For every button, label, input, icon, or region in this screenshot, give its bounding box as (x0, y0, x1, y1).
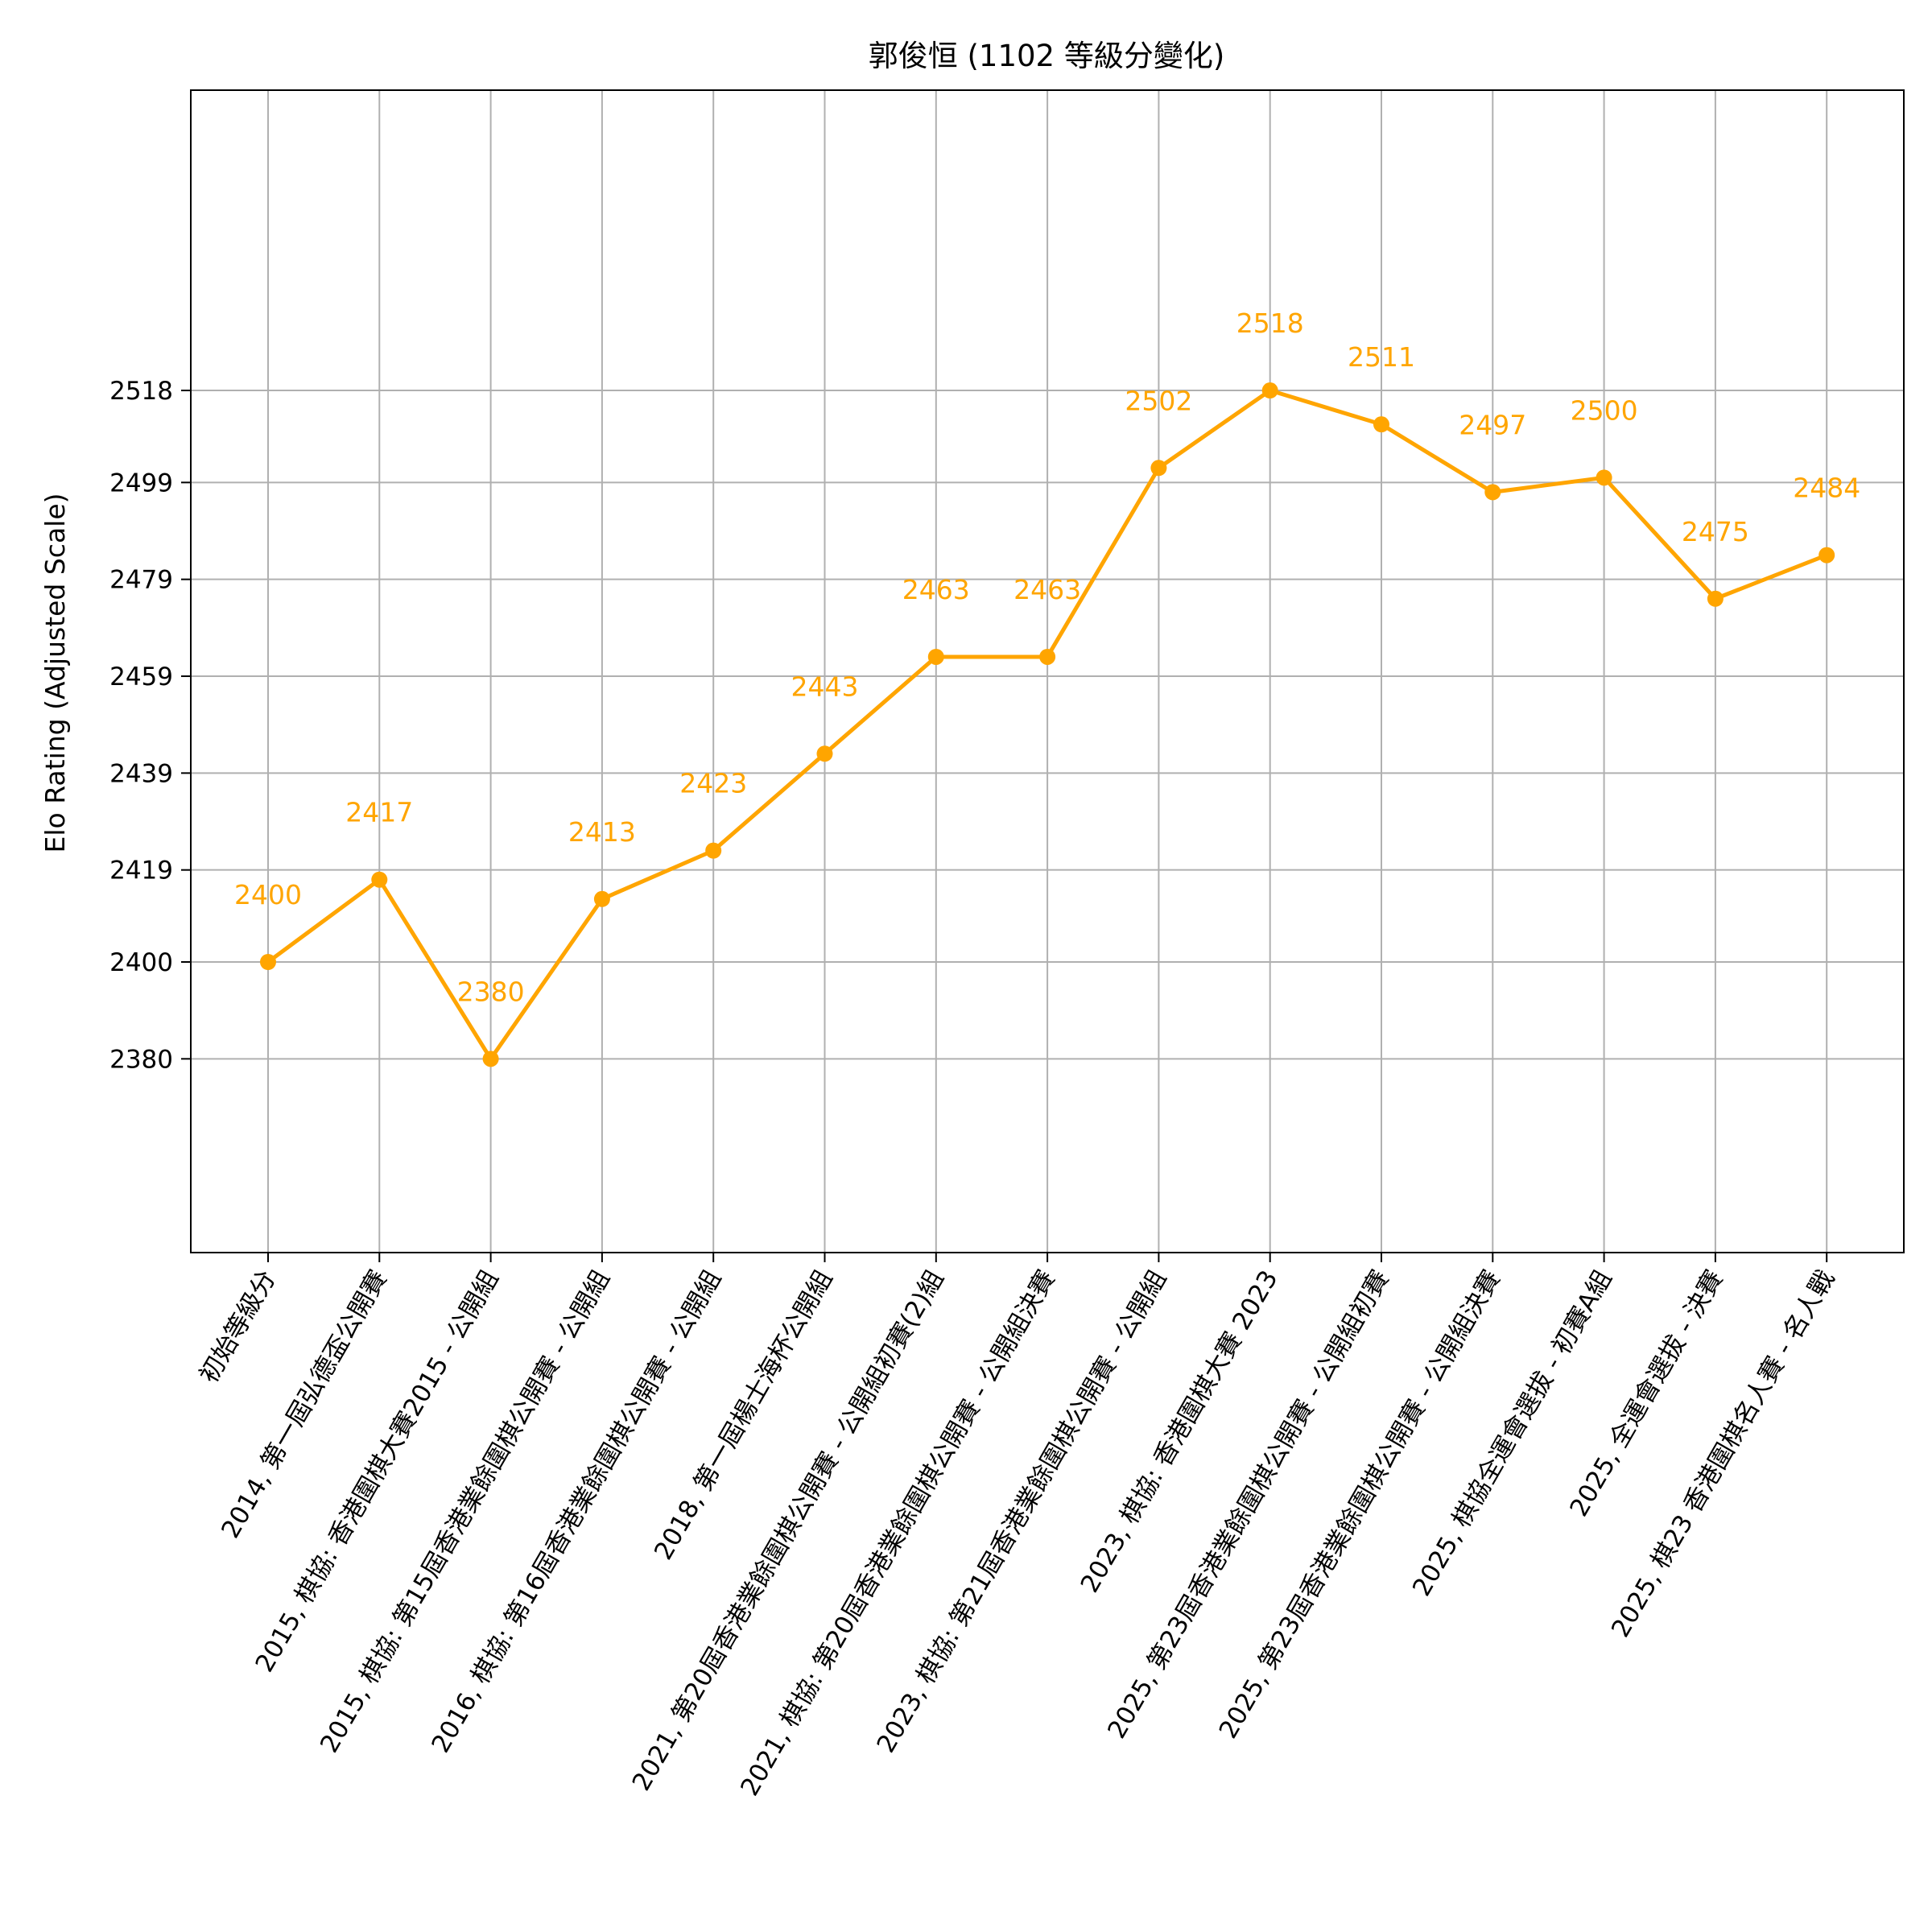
y-axis-ticks: 2380 2400 2419 2439 2459 2479 2499 2518 (109, 377, 191, 1074)
data-label: 2497 (1459, 409, 1526, 440)
data-point (816, 745, 833, 762)
data-label: 2518 (1236, 308, 1304, 339)
data-point (927, 648, 944, 665)
rating-series (260, 382, 1835, 1067)
y-tick-label: 2419 (109, 857, 173, 886)
y-tick-label: 2499 (109, 469, 173, 497)
data-label: 2400 (234, 879, 302, 910)
data-label: 2511 (1348, 341, 1415, 373)
data-point (1596, 469, 1612, 486)
data-label: 2443 (791, 671, 859, 702)
plot-frame (190, 89, 1905, 1253)
data-point (482, 1051, 499, 1067)
y-axis-label: Elo Rating (Adjusted Scale) (39, 493, 71, 852)
data-point (1818, 547, 1835, 564)
data-point (1373, 416, 1389, 433)
chart-title: 郭俊恒 (1102 等級分變化) (869, 39, 1225, 73)
y-tick-label: 2479 (109, 566, 173, 595)
data-label: 2417 (345, 797, 413, 828)
grid-lines (191, 90, 1904, 1253)
data-point (705, 842, 722, 859)
data-point (593, 890, 610, 907)
data-label: 2463 (902, 574, 970, 605)
data-label: 2380 (457, 976, 525, 1007)
data-label: 2413 (568, 816, 636, 848)
data-label: 2475 (1682, 516, 1749, 547)
data-point (371, 871, 388, 888)
data-point (1150, 460, 1167, 477)
y-tick-label: 2518 (109, 377, 173, 406)
data-label: 2463 (1013, 574, 1081, 605)
data-point (260, 954, 276, 970)
data-label: 2502 (1125, 385, 1192, 416)
y-tick-label: 2400 (109, 948, 173, 977)
data-point (1261, 382, 1278, 399)
data-point (1039, 648, 1056, 665)
y-tick-label: 2459 (109, 663, 173, 691)
data-label: 2500 (1571, 394, 1638, 426)
data-point (1707, 590, 1724, 607)
data-label: 2484 (1793, 473, 1860, 504)
data-point (1484, 484, 1501, 501)
y-tick-label: 2380 (109, 1045, 173, 1074)
data-label: 2423 (679, 768, 747, 799)
data-labels: 2400 2417 2380 2413 2423 2443 2463 2463 2502 2518… (234, 308, 1860, 1007)
y-tick-label: 2439 (109, 759, 173, 788)
